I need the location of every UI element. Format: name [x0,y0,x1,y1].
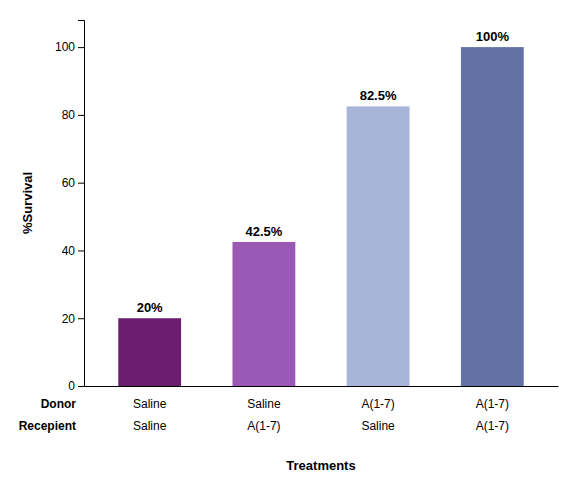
x-tick: A(1-7) Saline [361,397,395,433]
x-tick-label: Saline [133,419,167,433]
row-label: Recepient [19,419,76,433]
y-tick: 60 [62,176,84,190]
y-axis-title: %Survival [20,172,35,234]
y-tick-mark [78,250,84,251]
row-label: Donor [41,397,77,411]
bar [461,47,524,386]
y-tick: 40 [62,244,84,258]
data-label: 20% [137,300,163,315]
y-tick: 0 [68,379,84,393]
data-label: 42.5% [245,224,282,239]
plot: 020406080100SalineSalineSalineA(1-7)A(1-… [19,21,559,474]
x-tick-label: Saline [247,397,281,411]
x-tick: Saline Saline [133,397,167,433]
x-tick: A(1-7) A(1-7) [476,397,509,433]
x-axis-title: Treatments [286,458,355,473]
x-tick-label: A(1-7) [476,419,509,433]
y-tick-label: 20 [62,312,76,326]
y-tick-mark [78,47,84,48]
x-axis-line [85,386,559,387]
y-tick: 20 [62,312,84,326]
bar [232,242,295,386]
x-tick: Saline A(1-7) [247,397,281,433]
data-label: 82.5% [360,88,397,103]
bar [118,318,181,386]
x-tick-label: Saline [133,397,167,411]
x-tick-label: A(1-7) [476,397,509,411]
x-tick-label: A(1-7) [361,397,394,411]
y-tick: 100 [55,40,84,54]
y-tick-mark [78,386,84,387]
x-tick-label: A(1-7) [247,419,280,433]
x-tick-label: Saline [361,419,395,433]
y-tick-mark [78,318,84,319]
chart: 020406080100SalineSalineSalineA(1-7)A(1-… [0,0,573,496]
x-axis: SalineSalineSalineA(1-7)A(1-7)SalineA(1-… [85,387,559,434]
bars [118,47,523,386]
y-tick-label: 100 [55,40,75,54]
y-tick-mark [78,115,84,116]
y-tick: 80 [62,108,84,122]
y-axis: 0 20 40 60 80 100 [55,21,85,394]
y-tick-label: 0 [68,379,75,393]
y-tick-mark [78,183,84,184]
data-label: 100% [476,29,510,44]
bar [347,106,410,386]
y-tick-label: 80 [62,108,76,122]
y-tick-label: 40 [62,244,76,258]
data-labels: 20% 42.5% 82.5% 100% [137,29,510,315]
y-tick-label: 60 [62,176,76,190]
y-axis-line [78,21,85,387]
